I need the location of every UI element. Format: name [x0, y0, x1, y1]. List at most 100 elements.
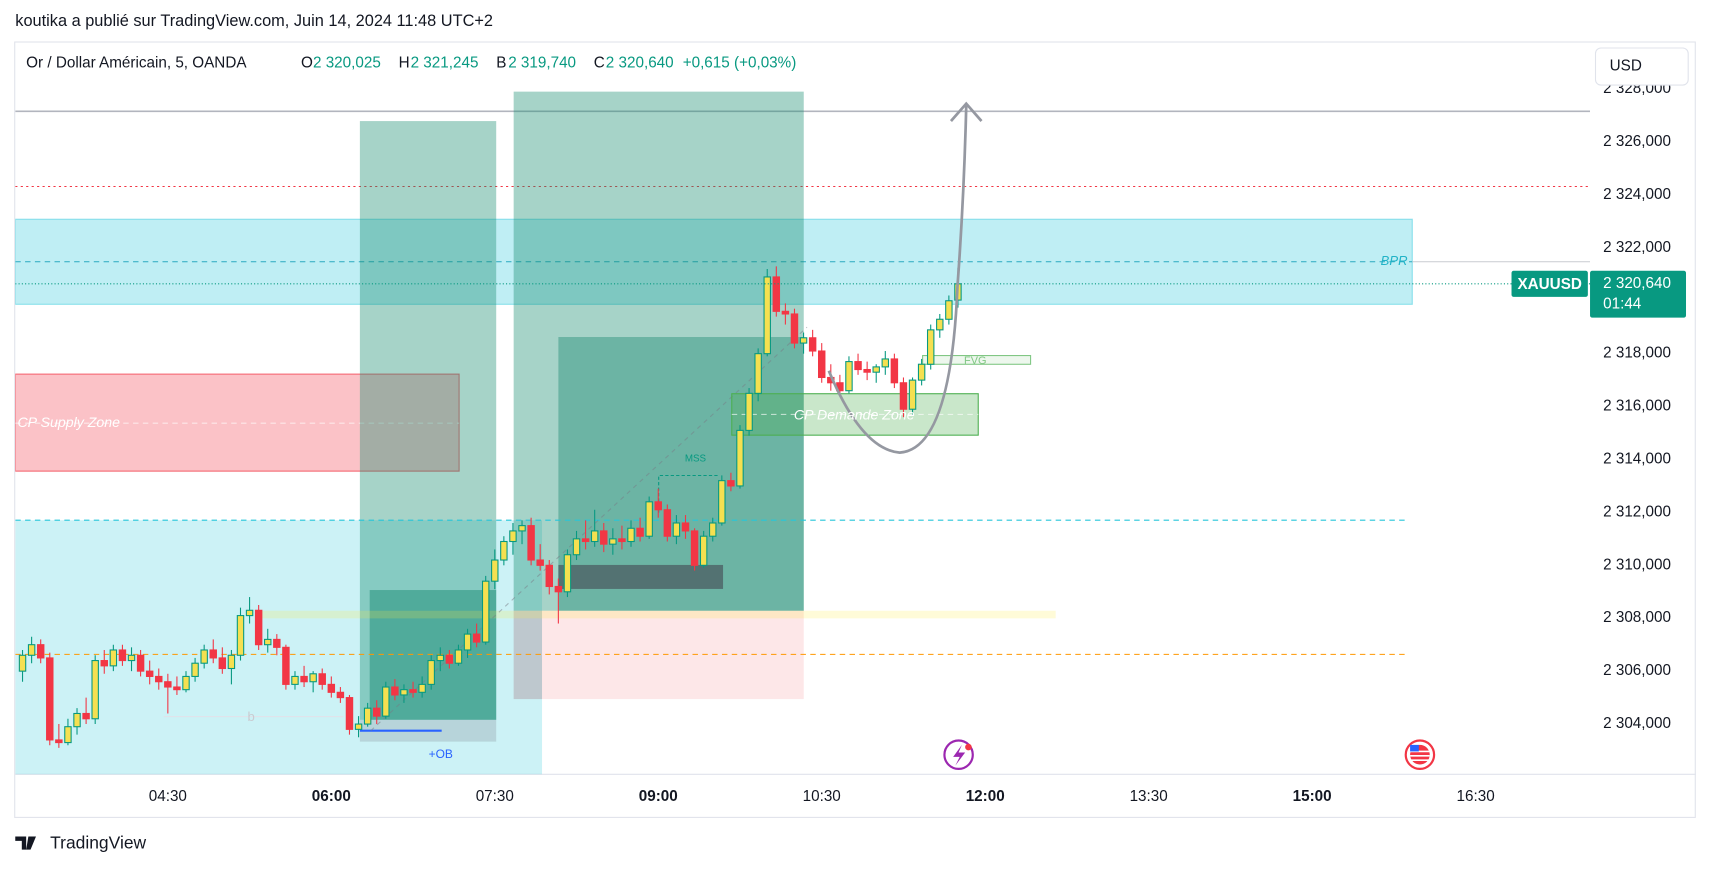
annotations: CP Supply Zone CP Demande Zone BPR FVG M… — [17, 101, 1436, 770]
candle-body — [563, 554, 572, 593]
currency-button[interactable] — [1594, 47, 1689, 86]
candle-body — [327, 683, 336, 693]
candle-body — [545, 564, 553, 588]
ohlc-key: B — [496, 54, 506, 71]
candle-body — [627, 527, 635, 543]
candle-body — [254, 609, 263, 646]
candle-body — [82, 712, 90, 720]
candle-body — [409, 689, 417, 693]
candle-body — [845, 361, 853, 392]
candle-body — [854, 361, 862, 371]
price-label: 2 320,640 — [1603, 275, 1671, 292]
candle-body — [890, 358, 899, 384]
candle-body — [354, 723, 363, 730]
supply-label: CP Supply Zone — [17, 415, 120, 431]
candle-body — [463, 633, 472, 651]
fvg-zone — [922, 355, 1032, 365]
candle-body — [200, 649, 208, 664]
ohlc-value: 2 321,245 — [411, 54, 479, 71]
change: +0,615 (+0,03%) — [683, 54, 797, 71]
candle-body — [245, 609, 254, 617]
y-tick-label: 2 314,000 — [1603, 451, 1671, 468]
candle-body — [100, 660, 108, 667]
y-tick-label: 2 318,000 — [1603, 345, 1671, 362]
candle-body — [781, 310, 790, 315]
candle-body — [818, 350, 826, 379]
candle-body — [600, 530, 608, 545]
candle-body — [799, 337, 808, 344]
candle-body — [645, 501, 653, 537]
x-tick-label: 13:30 — [1130, 788, 1168, 805]
candle-body — [173, 686, 181, 691]
candle-body — [318, 673, 326, 685]
y-tick-label: 2 316,000 — [1603, 398, 1671, 415]
candle-body — [136, 654, 145, 672]
candle-body — [590, 530, 599, 543]
candle-body — [309, 673, 317, 683]
ohlc-value: 2 320,025 — [313, 54, 381, 71]
candle-body — [336, 691, 345, 699]
candle-body — [618, 538, 626, 543]
candle-body — [518, 525, 526, 532]
candle-body — [391, 686, 399, 696]
position-box — [359, 121, 497, 720]
candle-body — [699, 535, 708, 566]
y-tick-label: 2 310,000 — [1603, 556, 1671, 573]
y-tick-label: 2 306,000 — [1603, 662, 1671, 679]
candle-body — [155, 675, 163, 683]
candle-body — [218, 657, 227, 670]
x-tick-label: 07:30 — [476, 788, 514, 805]
candle-body — [763, 276, 771, 355]
candle-body — [527, 525, 535, 561]
candle-body — [908, 379, 917, 410]
candle-body — [936, 318, 944, 331]
candle-body — [754, 353, 762, 394]
ohlc-key: O — [301, 54, 313, 71]
x-tick-label: 09:00 — [639, 788, 678, 805]
bpr-label: BPR — [1381, 253, 1408, 268]
candle-body — [554, 585, 563, 593]
candle-body — [191, 662, 199, 677]
candle-body — [145, 670, 154, 677]
ohlc-key: H — [399, 54, 410, 71]
x-tick-label: 06:00 — [312, 788, 351, 805]
candle-body — [736, 429, 744, 487]
candle-body — [509, 530, 517, 543]
candle-body — [300, 675, 308, 683]
currency: USD — [1610, 58, 1642, 75]
x-tick-label: 10:30 — [803, 788, 841, 805]
candle-body — [491, 559, 499, 582]
band — [261, 610, 1056, 619]
price-tag — [1590, 270, 1687, 318]
candle-body — [872, 366, 880, 373]
y-tick-label: 2 304,000 — [1603, 715, 1671, 732]
candle-body — [109, 649, 118, 667]
candle-body — [182, 675, 190, 691]
candle-body — [727, 480, 735, 487]
candle-body — [36, 644, 45, 659]
candle-body — [91, 660, 99, 720]
candle-body — [808, 337, 817, 352]
x-tick-label: 12:00 — [966, 788, 1005, 805]
symbol-tag — [1511, 270, 1588, 297]
box — [558, 564, 724, 589]
candle-body — [772, 276, 781, 312]
candle-body — [718, 480, 726, 524]
candle-body — [654, 501, 662, 511]
candle-body — [790, 313, 799, 344]
drawings — [15, 91, 1591, 775]
candle-body — [236, 615, 245, 656]
candle-body — [709, 522, 717, 537]
candle-body — [164, 681, 172, 688]
candle-body — [273, 638, 281, 648]
projection-arrow — [827, 101, 983, 454]
candle-body — [127, 654, 136, 662]
candle-body — [663, 509, 672, 537]
flag-canton — [1410, 744, 1419, 752]
candle-body — [27, 644, 36, 656]
ohlc-value: 2 319,740 — [508, 54, 576, 71]
ohlc-key: C — [594, 54, 605, 71]
candle-body — [436, 654, 445, 662]
